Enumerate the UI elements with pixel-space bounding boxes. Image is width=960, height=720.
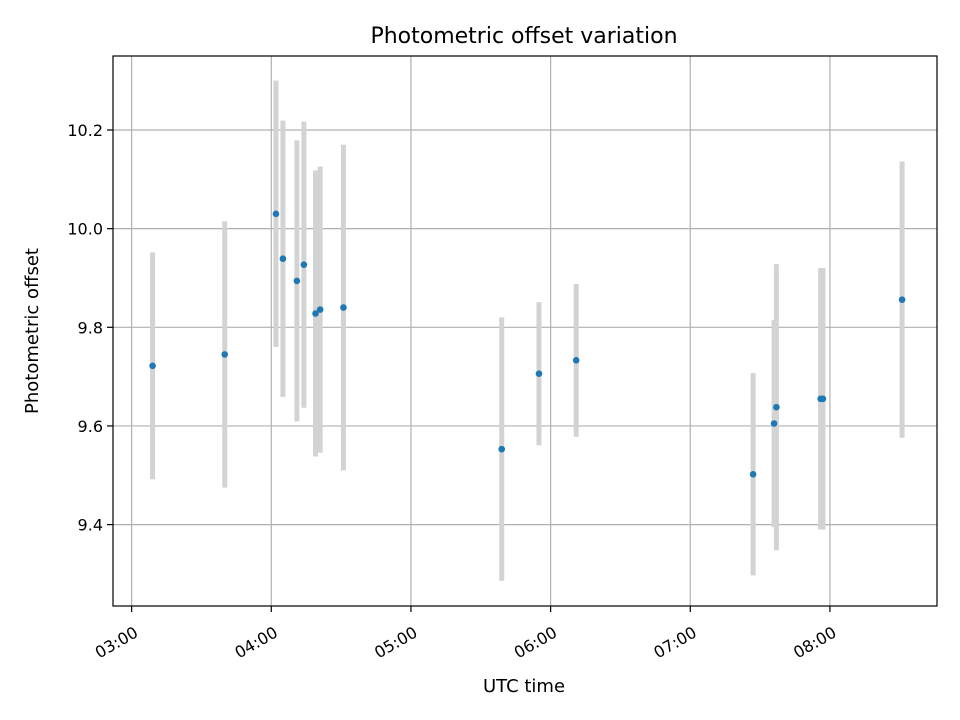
x-axis-label: UTC time xyxy=(483,676,565,697)
y-tick-label: 9.6 xyxy=(78,417,103,436)
photometric-offset-chart: Photometric offset variation UTC time Ph… xyxy=(0,0,960,720)
data-point xyxy=(771,420,778,427)
data-point xyxy=(573,357,580,364)
data-points xyxy=(149,211,905,478)
data-point xyxy=(340,304,347,311)
data-point xyxy=(899,296,906,303)
data-point xyxy=(317,306,324,313)
x-tick-label: 03:00 xyxy=(92,623,141,663)
data-point xyxy=(820,396,827,403)
y-tick-label: 9.8 xyxy=(78,318,103,337)
data-point xyxy=(149,362,156,369)
chart-title: Photometric offset variation xyxy=(370,24,677,49)
y-tick-label: 10.0 xyxy=(67,220,103,239)
x-tick-label: 07:00 xyxy=(650,623,699,663)
error-bars xyxy=(153,81,903,581)
x-axis-ticks: 03:00 04:00 05:00 06:00 07:00 08:00 xyxy=(92,606,840,662)
y-axis-ticks: 9.4 9.6 9.8 10.0 10.2 xyxy=(67,121,113,535)
y-tick-label: 9.4 xyxy=(78,516,103,535)
data-point xyxy=(273,211,280,218)
data-point xyxy=(301,261,308,268)
grid-lines xyxy=(113,56,937,606)
y-tick-label: 10.2 xyxy=(67,121,103,140)
data-point xyxy=(536,370,543,377)
x-tick-label: 04:00 xyxy=(231,623,280,663)
x-tick-label: 05:00 xyxy=(371,623,420,663)
data-point xyxy=(280,255,287,262)
data-point xyxy=(294,278,301,285)
plot-frame xyxy=(113,56,937,606)
data-point xyxy=(773,404,780,411)
data-point xyxy=(498,446,505,453)
data-point xyxy=(750,471,757,478)
x-tick-label: 06:00 xyxy=(511,623,560,663)
y-axis-label: Photometric offset xyxy=(22,248,43,414)
data-point xyxy=(221,351,228,358)
x-tick-label: 08:00 xyxy=(790,623,839,663)
